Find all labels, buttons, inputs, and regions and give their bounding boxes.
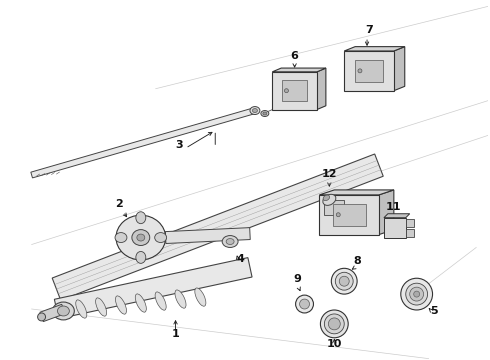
Bar bbox=[333, 204, 366, 226]
Ellipse shape bbox=[336, 213, 340, 217]
Ellipse shape bbox=[406, 283, 428, 305]
Text: 1: 1 bbox=[172, 329, 179, 339]
Polygon shape bbox=[272, 72, 317, 109]
Polygon shape bbox=[344, 51, 394, 91]
Ellipse shape bbox=[261, 111, 269, 117]
Ellipse shape bbox=[250, 107, 260, 114]
Ellipse shape bbox=[284, 89, 289, 93]
Ellipse shape bbox=[116, 296, 126, 314]
Ellipse shape bbox=[57, 306, 70, 316]
Ellipse shape bbox=[401, 278, 433, 310]
Text: 3: 3 bbox=[175, 140, 183, 150]
Polygon shape bbox=[317, 68, 326, 109]
Polygon shape bbox=[384, 214, 410, 218]
Polygon shape bbox=[40, 304, 65, 321]
Ellipse shape bbox=[136, 251, 146, 264]
Ellipse shape bbox=[155, 233, 167, 243]
Ellipse shape bbox=[96, 298, 107, 316]
Ellipse shape bbox=[410, 287, 424, 301]
Ellipse shape bbox=[195, 288, 206, 306]
Polygon shape bbox=[384, 218, 406, 238]
Ellipse shape bbox=[324, 314, 344, 334]
Ellipse shape bbox=[135, 294, 147, 312]
Ellipse shape bbox=[299, 299, 310, 309]
Polygon shape bbox=[379, 190, 394, 235]
Ellipse shape bbox=[137, 234, 145, 241]
Ellipse shape bbox=[76, 300, 87, 318]
Ellipse shape bbox=[155, 292, 166, 310]
Ellipse shape bbox=[38, 313, 46, 321]
Ellipse shape bbox=[295, 295, 314, 313]
Ellipse shape bbox=[222, 235, 238, 247]
Polygon shape bbox=[165, 228, 250, 243]
Bar bbox=[406, 219, 414, 227]
Ellipse shape bbox=[339, 276, 349, 286]
Polygon shape bbox=[319, 195, 379, 235]
Ellipse shape bbox=[116, 215, 166, 260]
Ellipse shape bbox=[320, 310, 348, 338]
Polygon shape bbox=[31, 108, 256, 178]
Polygon shape bbox=[319, 190, 394, 195]
Text: 5: 5 bbox=[430, 306, 438, 316]
Ellipse shape bbox=[226, 239, 234, 244]
Ellipse shape bbox=[252, 109, 257, 113]
Ellipse shape bbox=[335, 272, 353, 290]
Text: 10: 10 bbox=[327, 339, 342, 349]
Text: 6: 6 bbox=[291, 51, 298, 61]
Polygon shape bbox=[52, 154, 383, 300]
Ellipse shape bbox=[136, 212, 146, 224]
Ellipse shape bbox=[263, 112, 267, 115]
Ellipse shape bbox=[175, 290, 186, 308]
Text: 11: 11 bbox=[386, 202, 402, 212]
Ellipse shape bbox=[52, 302, 74, 320]
Ellipse shape bbox=[132, 230, 150, 246]
Polygon shape bbox=[394, 47, 405, 91]
Text: 4: 4 bbox=[236, 255, 244, 264]
Text: 7: 7 bbox=[365, 25, 373, 35]
Ellipse shape bbox=[331, 268, 357, 294]
Text: 9: 9 bbox=[294, 274, 301, 284]
Bar bbox=[355, 60, 383, 82]
Ellipse shape bbox=[414, 291, 419, 297]
Ellipse shape bbox=[323, 195, 330, 201]
Ellipse shape bbox=[323, 194, 336, 205]
Text: 8: 8 bbox=[353, 256, 361, 266]
Text: 12: 12 bbox=[321, 169, 337, 179]
Bar bbox=[406, 229, 414, 237]
Ellipse shape bbox=[115, 233, 127, 243]
Polygon shape bbox=[272, 68, 326, 72]
Ellipse shape bbox=[328, 318, 340, 330]
Bar bbox=[324, 200, 344, 215]
Polygon shape bbox=[344, 47, 405, 51]
Bar bbox=[282, 80, 307, 101]
Text: 2: 2 bbox=[115, 199, 123, 209]
Polygon shape bbox=[54, 258, 252, 319]
Ellipse shape bbox=[358, 69, 362, 73]
